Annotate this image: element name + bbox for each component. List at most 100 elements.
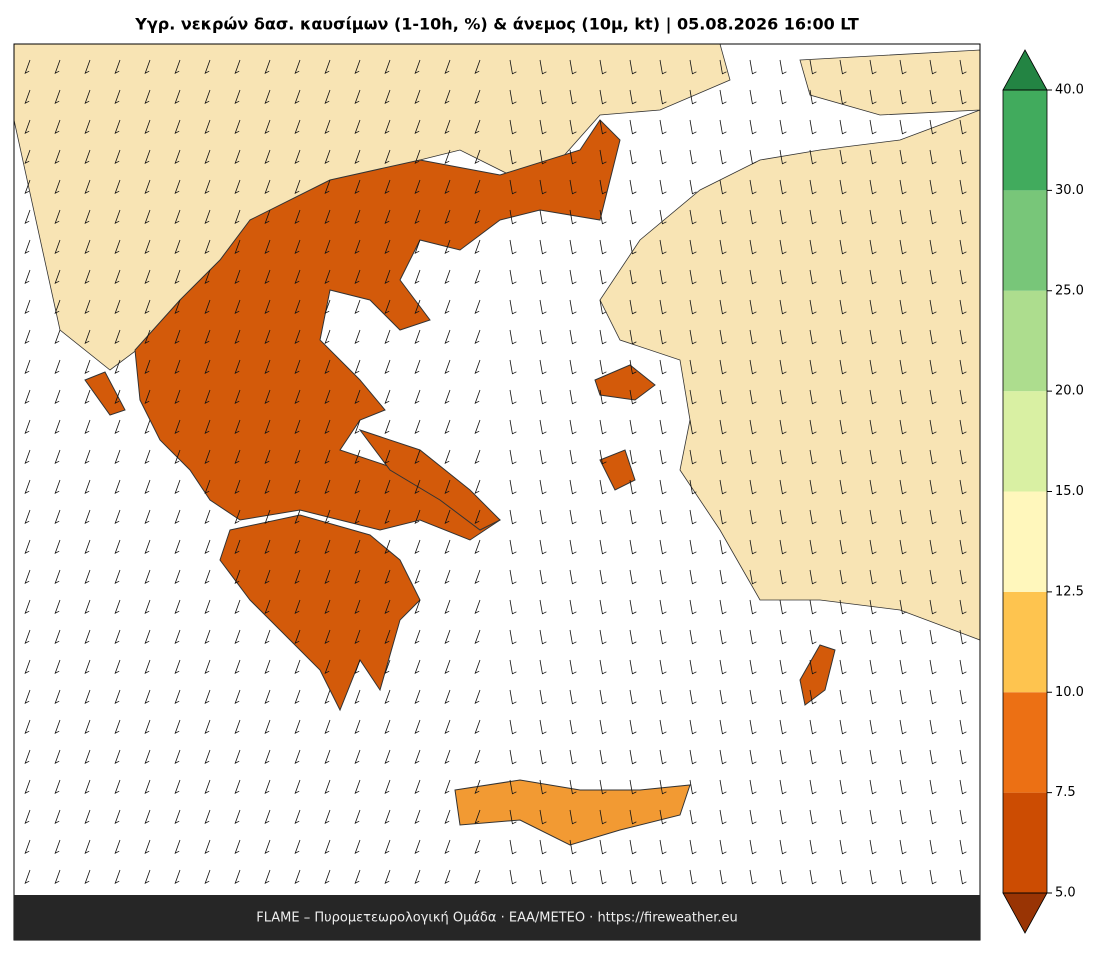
wind-barb [84, 539, 91, 555]
wind-barb [174, 329, 181, 345]
wind-barb [474, 569, 481, 585]
wind-barb [659, 509, 667, 525]
wind-barb [24, 239, 31, 255]
wind-barb [599, 179, 607, 195]
wind-barb [384, 659, 391, 675]
wind-barb [569, 869, 577, 885]
wind-barb [959, 179, 967, 195]
wind-barb [54, 359, 61, 375]
wind-barb [234, 569, 241, 585]
wind-barb [204, 569, 211, 585]
wind-barb [204, 479, 211, 495]
wind-barb [444, 599, 451, 615]
lesbos [594, 364, 656, 401]
wind-barb [959, 839, 967, 855]
wind-barb [414, 209, 421, 225]
wind-barb [839, 239, 847, 255]
wind-barb [659, 299, 667, 315]
wind-barb [384, 629, 391, 645]
wind-barb [264, 299, 271, 315]
wind-barb [414, 479, 421, 495]
wind-barb [324, 869, 331, 885]
wind-barb [384, 719, 391, 735]
wind-barb [959, 389, 967, 405]
wind-barb [689, 479, 697, 495]
wind-barb [384, 149, 391, 165]
wind-barb [114, 599, 121, 615]
wind-barb [54, 449, 61, 465]
wind-barb [234, 89, 241, 105]
wind-barb [539, 149, 547, 165]
colorbar-segment [1003, 792, 1047, 893]
wind-barb [204, 389, 211, 405]
wind-barb [414, 179, 421, 195]
colorbar-tick-label: 7.5 [1055, 785, 1076, 800]
wind-barb [869, 179, 877, 195]
wind-barb [294, 329, 301, 345]
wind-barb [689, 329, 697, 345]
wind-barb [569, 89, 577, 105]
wind-barb [659, 209, 667, 225]
wind-barb [384, 119, 391, 135]
wind-barb [749, 209, 757, 225]
wind-barb [144, 749, 151, 765]
wind-barb [24, 659, 31, 675]
wind-barb [959, 689, 967, 705]
wind-barb [509, 449, 517, 465]
wind-barb [24, 209, 31, 225]
wind-barb [929, 839, 937, 855]
wind-barb [899, 119, 907, 135]
wind-barb [414, 389, 421, 405]
wind-barb [114, 389, 121, 405]
map-title: Υγρ. νεκρών δασ. καυσίμων (1-10h, %) & ά… [134, 15, 859, 35]
wind-barb [869, 89, 877, 105]
wind-barb [144, 599, 151, 615]
wind-barb [779, 209, 787, 225]
wind-barb [384, 179, 391, 195]
wind-barb [839, 359, 847, 375]
wind-barb [959, 599, 967, 615]
wind-barb [294, 839, 301, 855]
wind-barb [899, 59, 907, 75]
wind-barb [324, 449, 331, 465]
wind-barb [929, 509, 937, 525]
wind-barb [234, 149, 241, 165]
wind-barb [839, 629, 847, 645]
wind-barb [264, 449, 271, 465]
wind-barb [264, 389, 271, 405]
wind-barb [54, 689, 61, 705]
wind-barb [689, 299, 697, 315]
wind-barb [324, 59, 331, 75]
wind-barb [839, 479, 847, 495]
wind-barb [474, 239, 481, 255]
wind-barb [264, 539, 271, 555]
wind-barb [809, 479, 817, 495]
wind-barb [719, 749, 727, 765]
wind-barb [719, 419, 727, 435]
wind-barb [174, 869, 181, 885]
wind-barb [569, 659, 577, 675]
wind-barb [509, 719, 517, 735]
wind-barb [569, 479, 577, 495]
wind-barb [294, 239, 301, 255]
wind-barb [264, 749, 271, 765]
wind-barb [689, 779, 697, 795]
wind-barb [719, 599, 727, 615]
wind-barb [929, 809, 937, 825]
wind-barb [324, 479, 331, 495]
wind-barb [509, 629, 517, 645]
wind-barb [144, 239, 151, 255]
wind-barb [144, 509, 151, 525]
wind-barb [959, 209, 967, 225]
wind-barb [144, 659, 151, 675]
wind-barb [384, 209, 391, 225]
wind-barb [264, 119, 271, 135]
wind-barb [324, 539, 331, 555]
wind-barb [144, 299, 151, 315]
wind-barb [869, 479, 877, 495]
wind-barb [144, 809, 151, 825]
wind-barb [384, 89, 391, 105]
wind-barb [659, 689, 667, 705]
wind-barb [929, 209, 937, 225]
wind-barb [264, 479, 271, 495]
